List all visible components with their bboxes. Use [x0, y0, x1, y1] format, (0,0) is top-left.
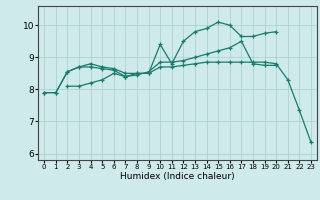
X-axis label: Humidex (Indice chaleur): Humidex (Indice chaleur) [120, 172, 235, 181]
